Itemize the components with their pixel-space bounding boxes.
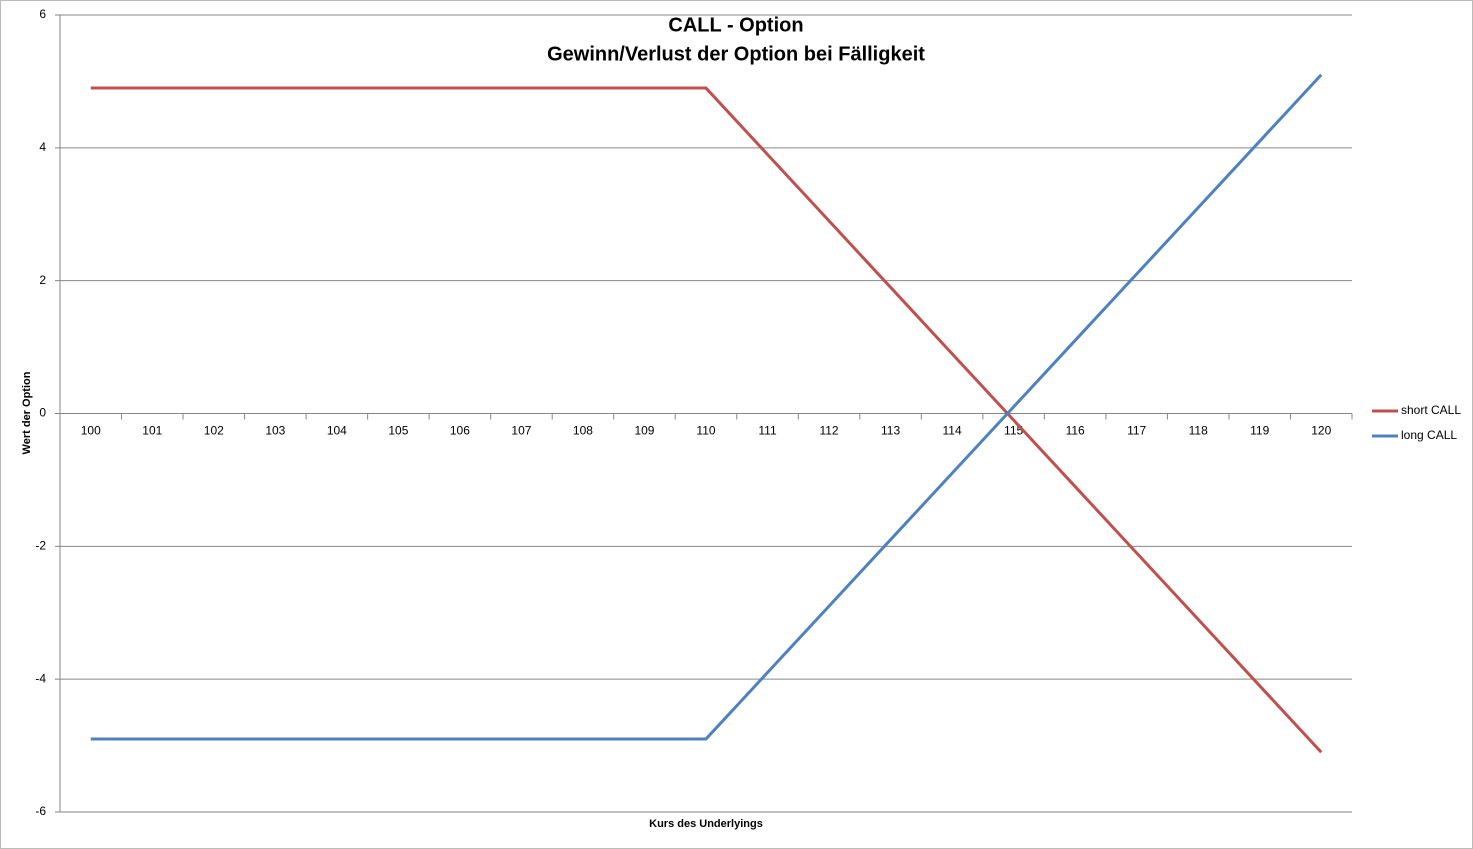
x-tick-label: 116: [1066, 424, 1085, 438]
x-tick-label: 111: [758, 424, 777, 438]
series-line: [90, 73, 1323, 741]
y-tick-label: -6: [35, 804, 46, 818]
y-axis-title: Wert der Option: [21, 371, 33, 454]
x-tick-label: 100: [81, 424, 101, 438]
chart-subtitle: Gewinn/Verlust der Option bei Fälligkeit: [547, 43, 925, 65]
series-line: [90, 86, 1323, 754]
x-tick-label: 113: [881, 424, 900, 438]
x-tick-label: 104: [327, 424, 347, 438]
x-tick-label: 103: [265, 424, 285, 438]
x-tick-label: 107: [511, 424, 531, 438]
y-tick-label: 0: [39, 406, 46, 420]
x-tick-label: 114: [943, 424, 962, 438]
x-tick-label: 101: [142, 424, 162, 438]
y-tick-label: -2: [35, 539, 46, 553]
legend-label: short CALL: [1401, 403, 1461, 417]
x-tick-label: 102: [204, 424, 224, 438]
x-tick-label: 108: [573, 424, 593, 438]
x-tick-label: 112: [819, 424, 838, 438]
y-tick-label: 4: [39, 140, 46, 154]
y-tick-label: 2: [39, 273, 46, 287]
x-axis-title: Kurs des Underlyings: [649, 818, 763, 830]
x-tick-label: 105: [388, 424, 408, 438]
x-tick-label: 109: [634, 424, 654, 438]
x-tick-label: 120: [1311, 424, 1331, 438]
y-tick-label: 6: [39, 7, 46, 21]
x-tick-label: 117: [1127, 424, 1146, 438]
x-tick-label: 106: [450, 424, 470, 438]
x-tick-label: 110: [696, 424, 715, 438]
chart-title: CALL - Option: [668, 14, 803, 36]
x-tick-label: 118: [1189, 424, 1208, 438]
legend-label: long CALL: [1401, 428, 1457, 442]
y-tick-label: -4: [35, 671, 46, 685]
x-tick-label: 119: [1250, 424, 1269, 438]
